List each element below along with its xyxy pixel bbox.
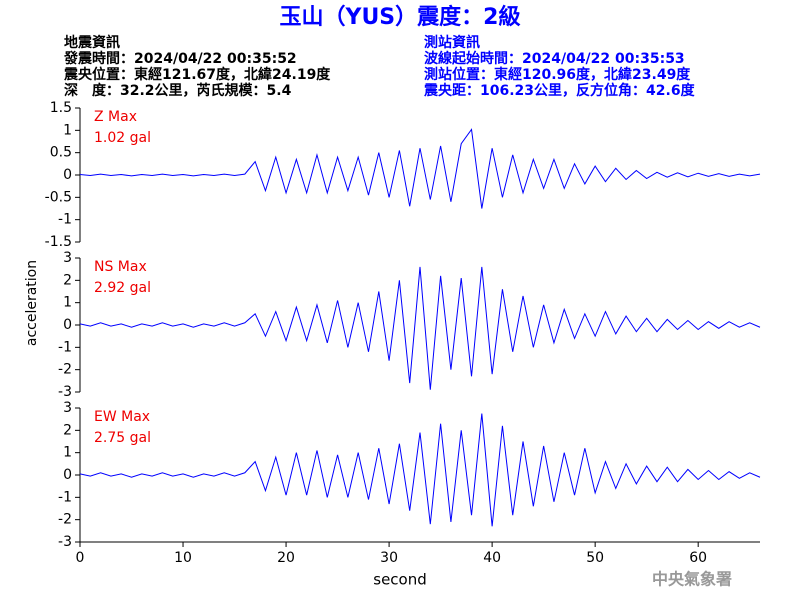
x-tick-label: 0 bbox=[76, 550, 85, 566]
x-tick-label: 30 bbox=[380, 550, 398, 566]
max-annotation: 2.92 gal bbox=[94, 280, 151, 296]
max-annotation: Z Max bbox=[94, 109, 137, 125]
y-tick-label: 1.5 bbox=[50, 100, 72, 116]
y-axis-label: acceleration bbox=[24, 260, 40, 346]
y-tick-label: -2 bbox=[58, 362, 72, 378]
event-info: 深 度：32.2公里，芮氏規模：5.4 bbox=[64, 82, 292, 99]
max-annotation: 1.02 gal bbox=[94, 130, 151, 146]
y-tick-label: 1 bbox=[63, 295, 72, 311]
y-tick-label: -1.5 bbox=[45, 234, 72, 250]
y-tick-label: 3 bbox=[63, 250, 72, 266]
y-tick-label: 1 bbox=[63, 445, 72, 461]
y-tick-label: -3 bbox=[58, 384, 72, 400]
waveform bbox=[79, 128, 761, 209]
x-tick-label: 10 bbox=[174, 550, 192, 566]
y-tick-label: 0 bbox=[63, 167, 72, 183]
waveform bbox=[79, 266, 761, 390]
page-title: 玉山（YUS）震度：2級 bbox=[280, 4, 521, 30]
y-tick-label: -1 bbox=[58, 489, 72, 505]
y-tick-label: -1 bbox=[58, 339, 72, 355]
y-tick-label: -1 bbox=[58, 212, 72, 228]
y-tick-label: 3 bbox=[63, 400, 72, 416]
y-tick-label: 0.5 bbox=[50, 145, 72, 161]
y-tick-label: 2 bbox=[63, 422, 72, 438]
event-info: 震央位置：東經121.67度，北緯24.19度 bbox=[63, 66, 331, 83]
max-annotation: EW Max bbox=[94, 409, 150, 425]
station-info: 測站位置：東經120.96度，北緯23.49度 bbox=[424, 66, 691, 83]
station-info: 測站資訊 bbox=[424, 34, 480, 51]
x-tick-label: 60 bbox=[689, 550, 707, 566]
station-info: 波線起始時間：2024/04/22 00:35:53 bbox=[424, 50, 685, 67]
x-axis-label: second bbox=[373, 571, 427, 589]
y-tick-label: -2 bbox=[58, 512, 72, 528]
y-tick-label: -3 bbox=[58, 534, 72, 550]
event-info: 地震資訊 bbox=[64, 34, 120, 51]
station-info: 震央距：106.23公里，反方位角：42.6度 bbox=[423, 82, 696, 99]
y-tick-label: 0 bbox=[63, 317, 72, 333]
y-tick-label: 2 bbox=[63, 272, 72, 288]
x-tick-label: 40 bbox=[483, 550, 501, 566]
y-tick-label: 1 bbox=[63, 122, 72, 138]
y-tick-label: -0.5 bbox=[45, 189, 72, 205]
max-annotation: NS Max bbox=[94, 259, 147, 275]
y-tick-label: 0 bbox=[63, 467, 72, 483]
x-tick-label: 50 bbox=[586, 550, 604, 566]
event-info: 發震時間：2024/04/22 00:35:52 bbox=[63, 50, 297, 67]
max-annotation: 2.75 gal bbox=[94, 430, 151, 446]
waveform bbox=[79, 413, 761, 527]
x-tick-label: 20 bbox=[277, 550, 295, 566]
watermark: 中央氣象署 bbox=[652, 570, 732, 589]
